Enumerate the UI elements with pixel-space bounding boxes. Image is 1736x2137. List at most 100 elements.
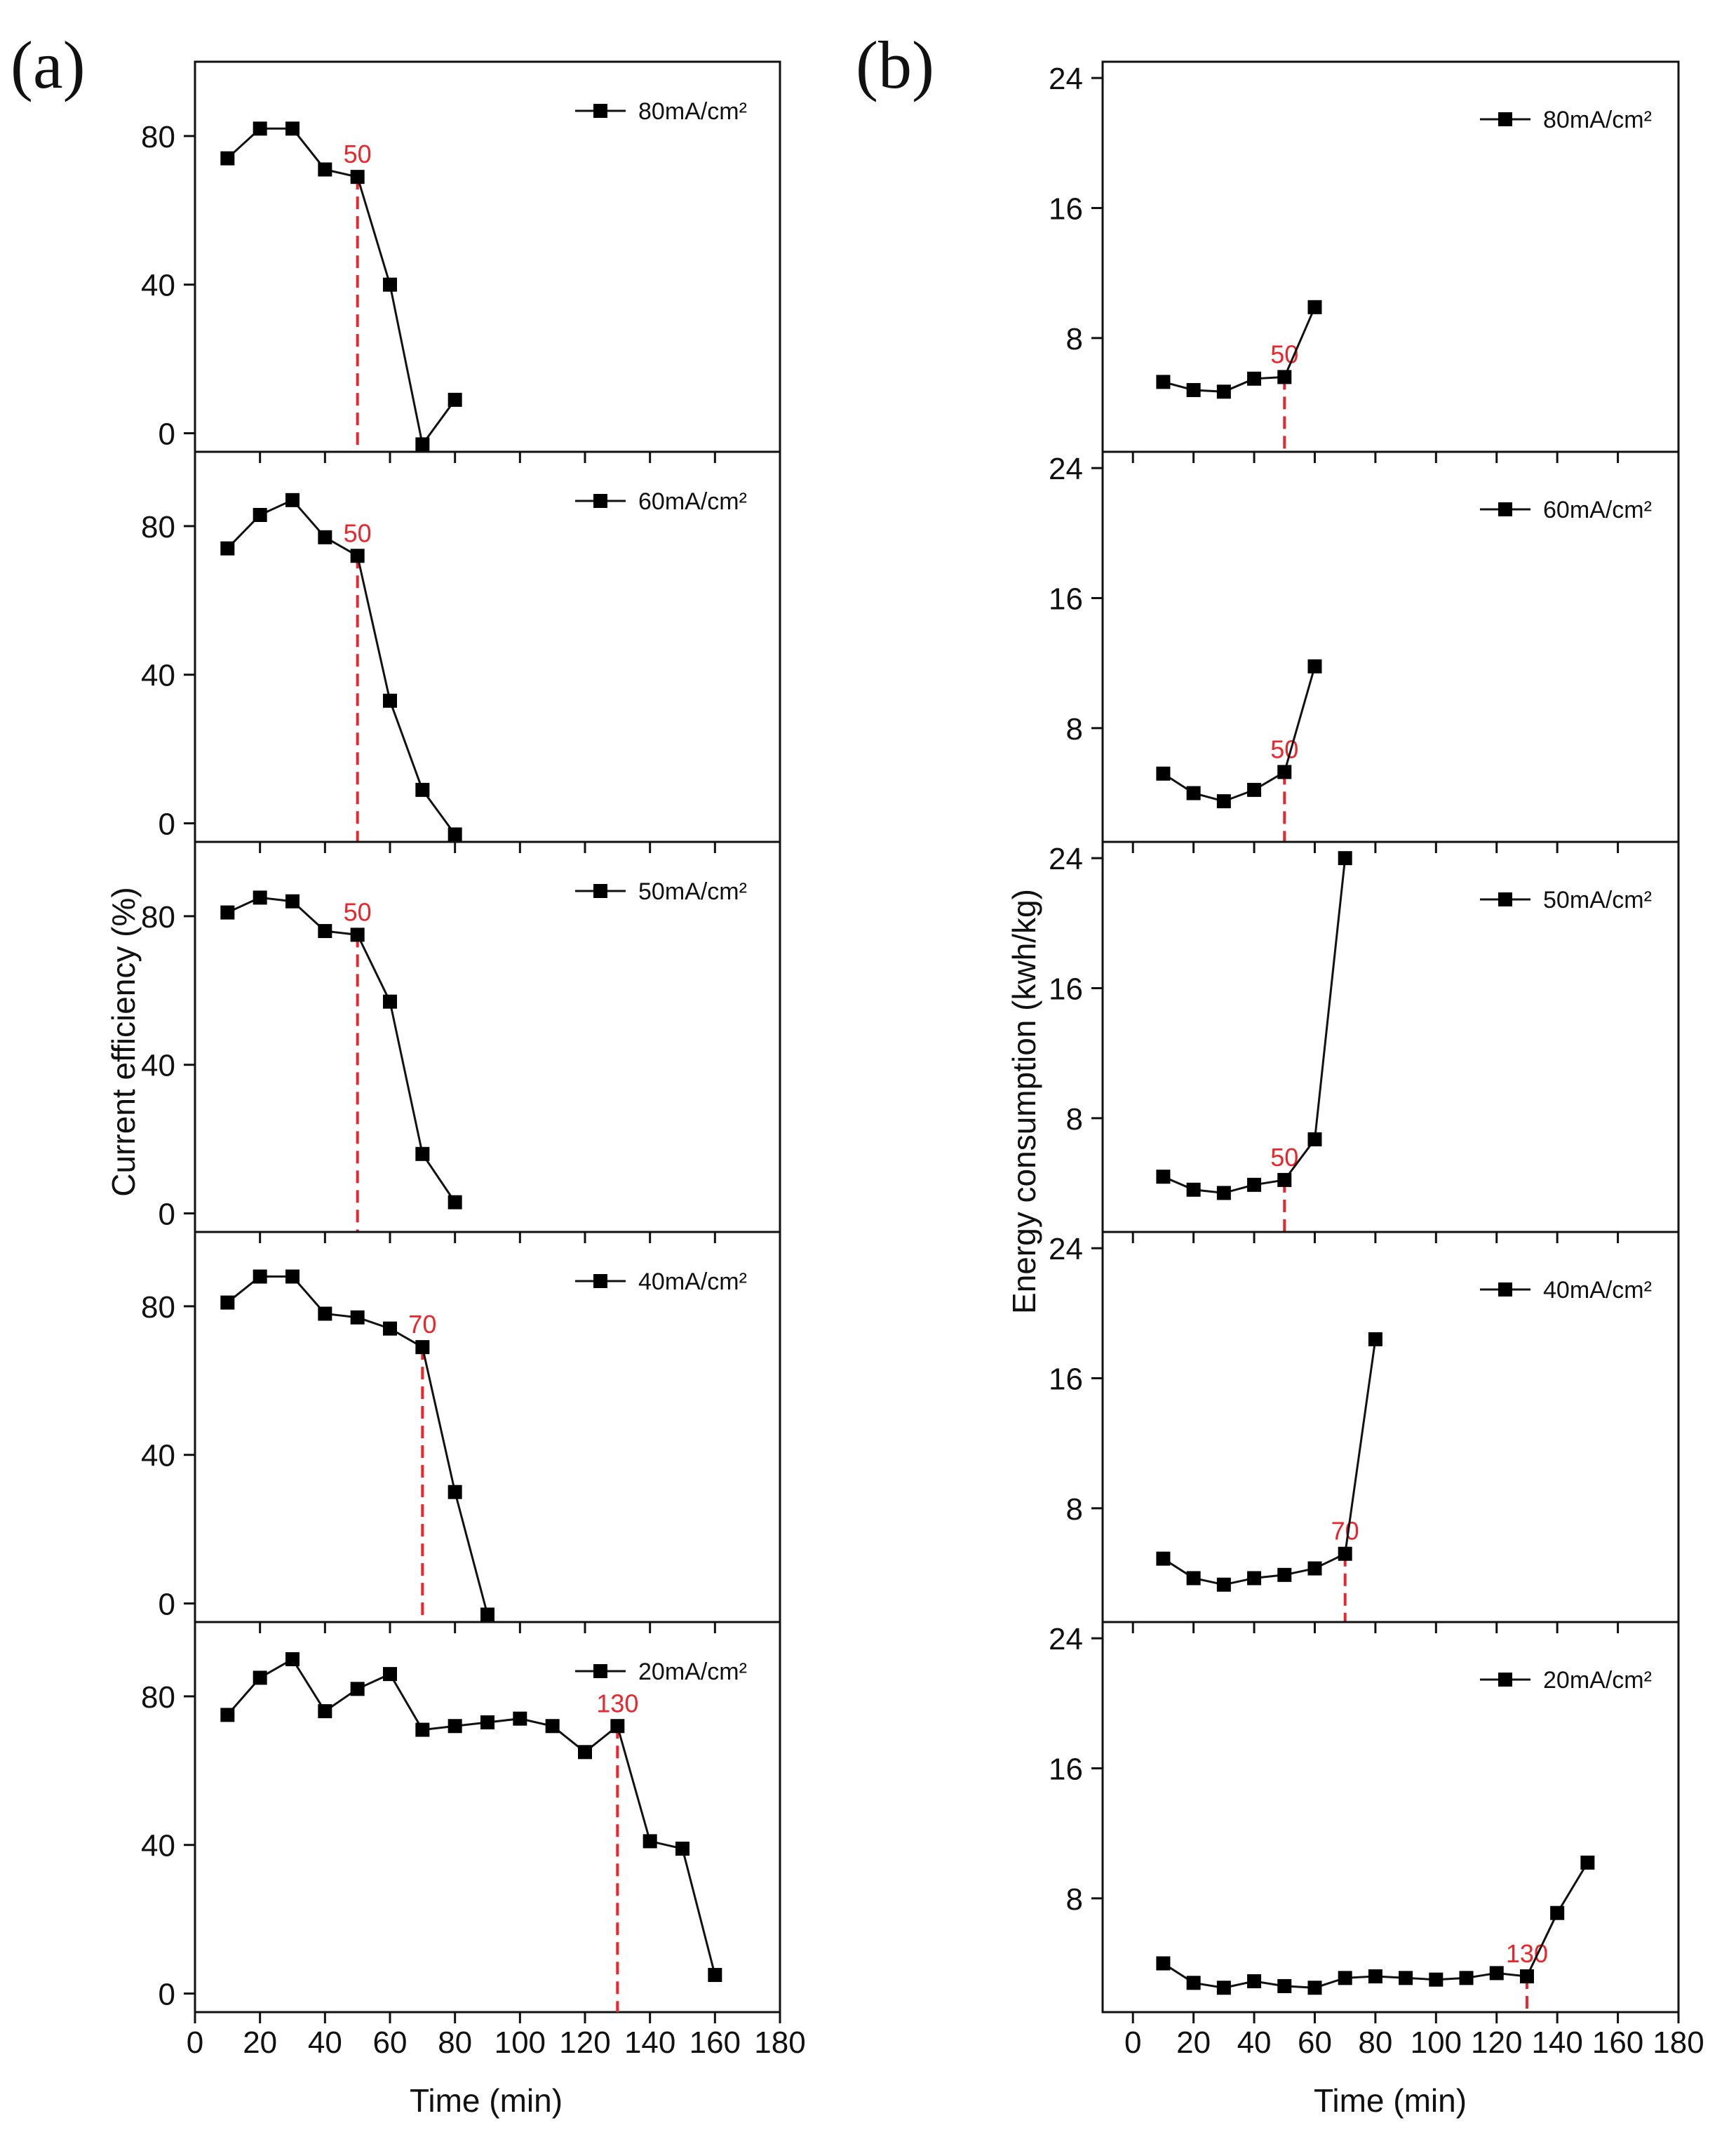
- x-tick-label: 60: [373, 2025, 408, 2060]
- data-point: [1277, 1172, 1292, 1187]
- data-point: [1247, 371, 1262, 386]
- panel-a-subplot-3: 0 40 80 50 50mA/cm²: [141, 840, 781, 1243]
- data-point: [253, 121, 267, 136]
- data-point: [1399, 1971, 1413, 1985]
- y-tick-label: 16: [1049, 192, 1083, 227]
- annotation-label: 50: [344, 140, 372, 168]
- data-point: [383, 277, 397, 292]
- x-tick-label: 120: [1471, 2025, 1522, 2060]
- data-point: [1186, 1571, 1201, 1586]
- legend-marker: [593, 1664, 607, 1678]
- data-point: [1550, 1905, 1565, 1920]
- data-point: [1338, 851, 1352, 866]
- y-tick-label: 80: [141, 1680, 175, 1715]
- data-point: [220, 1708, 235, 1722]
- data-point: [1156, 1551, 1171, 1566]
- legend-label: 80mA/cm²: [638, 98, 747, 125]
- panel-a-ylabel: Current efficiency (%): [105, 887, 142, 1196]
- data-point: [448, 392, 462, 407]
- annotation-label: 70: [1331, 1517, 1359, 1546]
- panel-a-subplot-2: 0 40 80 50 60mA/cm²: [141, 450, 781, 853]
- panel-b-xlabel: Time (min): [1314, 2082, 1467, 2119]
- data-point: [545, 1719, 560, 1734]
- legend-marker: [593, 1274, 607, 1288]
- series-line: [227, 1275, 489, 1615]
- x-tick-label: 180: [754, 2025, 805, 2060]
- data-point: [415, 782, 430, 797]
- y-tick-label: 16: [1049, 582, 1083, 617]
- data-point: [220, 905, 235, 920]
- y-tick-label: 40: [141, 1439, 175, 1473]
- annotation-label: 130: [596, 1689, 638, 1717]
- data-point: [318, 1306, 332, 1321]
- y-tick-label: 40: [141, 659, 175, 693]
- data-point: [1368, 1969, 1382, 1984]
- data-point: [318, 924, 332, 939]
- y-tick-label: 8: [1066, 322, 1083, 356]
- series-line: [227, 1657, 716, 1976]
- data-point: [220, 151, 235, 166]
- data-point: [350, 549, 365, 563]
- panel-b-letter: (b): [856, 27, 934, 102]
- data-point: [1429, 1972, 1444, 1987]
- data-point: [1186, 786, 1201, 800]
- data-point: [1247, 1571, 1262, 1586]
- data-point: [1580, 1855, 1595, 1870]
- x-tick-label: 40: [308, 2025, 342, 2060]
- data-point: [220, 1295, 235, 1310]
- y-tick-label: 0: [159, 808, 175, 842]
- data-point: [350, 1310, 365, 1325]
- data-point: [253, 508, 267, 523]
- y-tick-label: 80: [141, 1290, 175, 1325]
- data-point: [1247, 1974, 1262, 1988]
- data-point: [350, 170, 365, 185]
- series-line: [1162, 1862, 1589, 1989]
- y-tick-label: 40: [141, 1829, 175, 1863]
- panel-a-subplot-1: 0 40 80 50 80mA/cm²: [141, 60, 781, 463]
- data-point: [1186, 1976, 1201, 1990]
- data-point: [1216, 1186, 1231, 1200]
- data-point: [1277, 765, 1292, 779]
- data-point: [480, 1715, 494, 1729]
- data-point: [285, 493, 300, 507]
- data-point: [1216, 1981, 1231, 1995]
- y-tick-label: 24: [1049, 452, 1083, 486]
- x-tick-label: 40: [1237, 2025, 1272, 2060]
- legend-marker: [1498, 112, 1512, 126]
- data-point: [253, 1269, 267, 1284]
- data-point: [1489, 1966, 1504, 1981]
- data-point: [708, 1968, 722, 1983]
- data-point: [448, 827, 462, 842]
- data-point: [578, 1745, 592, 1760]
- data-point: [285, 894, 300, 909]
- legend-marker: [593, 884, 607, 898]
- legend-marker: [1498, 892, 1512, 906]
- data-point: [1216, 794, 1231, 809]
- y-tick-label: 80: [141, 510, 175, 544]
- x-tick-label: 120: [559, 2025, 610, 2060]
- panel-a-subplot-5-frame: [194, 1621, 781, 2014]
- data-point: [1459, 1971, 1474, 1985]
- legend-marker: [1498, 502, 1512, 516]
- data-point: [513, 1711, 527, 1726]
- y-tick-label: 80: [141, 120, 175, 154]
- y-tick-label: 24: [1049, 1232, 1083, 1266]
- panel-a-letter: (a): [11, 27, 86, 102]
- data-point: [1307, 659, 1322, 674]
- data-point: [1186, 1182, 1201, 1197]
- data-point: [675, 1842, 689, 1856]
- data-point: [1519, 1969, 1534, 1984]
- x-tick-label: 100: [494, 2025, 546, 2060]
- x-tick-label: 20: [243, 2025, 277, 2060]
- data-point: [1156, 375, 1171, 389]
- series-line: [227, 127, 456, 448]
- data-point: [1307, 1981, 1322, 1995]
- legend-marker: [1498, 1282, 1512, 1297]
- y-tick-label: 0: [159, 1588, 175, 1622]
- data-point: [1186, 382, 1201, 397]
- data-point: [1156, 1170, 1171, 1184]
- data-point: [383, 1321, 397, 1336]
